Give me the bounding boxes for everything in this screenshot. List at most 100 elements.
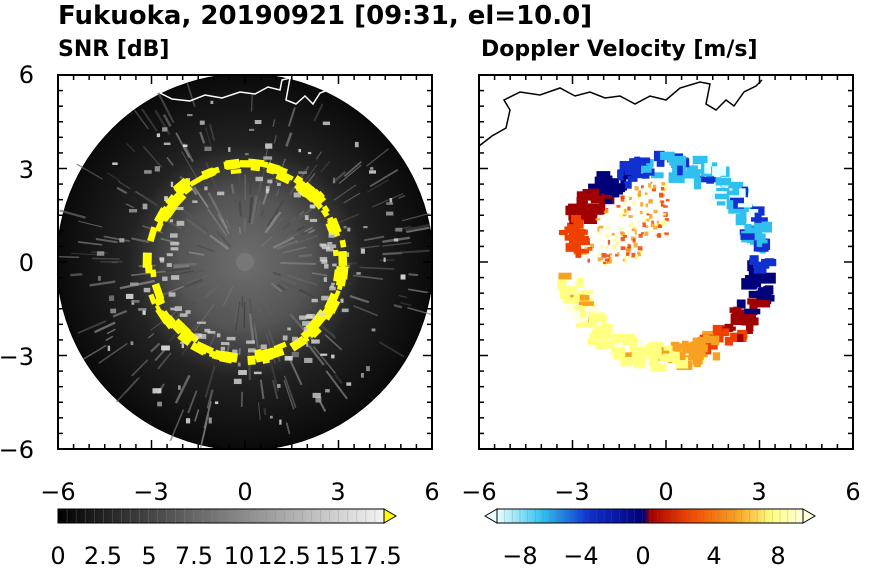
velocity-speckle [645, 218, 650, 222]
snr-panel: 6 3 0 −3 −6 −6 −3 0 3 6 [0, 61, 440, 506]
snr-speckle-ray [263, 210, 270, 221]
snr-outer-echo [208, 417, 212, 424]
snr-outer-echo [254, 120, 262, 125]
velocity-cell [713, 326, 728, 337]
snr-speckle-ray [276, 283, 287, 292]
velocity-speckle [597, 257, 601, 262]
snr-speckle-ray [238, 201, 243, 217]
snr-ring-cell [147, 226, 158, 243]
velocity-speckle [628, 197, 632, 201]
snr-speckle-ray [325, 370, 348, 400]
velocity-cell [659, 354, 676, 362]
snr-ring-cell [282, 172, 294, 181]
snr-speckle-ray [204, 285, 219, 299]
snr-ring-cell [332, 249, 339, 257]
velocity-speckle [640, 250, 643, 254]
snr-speckle-ray [131, 359, 149, 377]
velocity-cell [651, 341, 663, 350]
snr-speckle-ray [186, 82, 196, 107]
velocity-cell [702, 334, 710, 346]
snr-speckle-ray [141, 194, 160, 207]
snr-speckle-ray [201, 225, 221, 243]
snr-ring-cell [339, 239, 347, 248]
velocity-speckle [653, 209, 658, 214]
velocity-speckle [637, 246, 643, 251]
snr-outer-echo [138, 307, 147, 311]
velocity-cell [684, 178, 698, 185]
snr-speckle-ray [272, 379, 279, 400]
velocity-speckle [627, 206, 631, 211]
snr-speckle-ray [225, 219, 232, 230]
snr-halo-cell [292, 336, 298, 342]
velocity-cell [730, 197, 745, 209]
velocity-cell [733, 306, 739, 315]
velocity-cell [632, 355, 646, 368]
velocity-speckle [661, 182, 666, 186]
snr-halo-cell [216, 333, 221, 338]
snr-halo-cell [176, 220, 185, 226]
velocity-cell [618, 343, 625, 352]
velocity-cell [688, 349, 706, 357]
velocity-cell [654, 354, 660, 359]
snr-outer-echo [162, 127, 168, 132]
snr-speckle-ray [334, 374, 343, 385]
snr-speckle-ray [125, 376, 141, 393]
velocity-colorbar-extend-max [802, 508, 816, 524]
snr-speckle-ray [205, 127, 212, 146]
velocity-cell [660, 151, 669, 160]
velocity-speckle [637, 195, 640, 200]
snr-speckle-ray [103, 235, 130, 243]
snr-halo-cell [166, 253, 173, 257]
velocity-cell [612, 190, 620, 198]
snr-speckle-ray [285, 422, 291, 435]
snr-outer-echo [97, 275, 101, 281]
velocity-cell [581, 208, 598, 218]
velocity-cell [726, 200, 734, 210]
snr-ring-cell [172, 177, 190, 194]
velocity-speckle [664, 218, 669, 221]
velocity-cell [682, 340, 689, 352]
snr-speckle-ray [181, 337, 195, 356]
figure-title: Fukuoka, 20190921 [09:31, el=10.0] [58, 1, 592, 31]
snr-speckle-ray [307, 344, 325, 366]
snr-speckle-ray [235, 303, 240, 323]
snr-speckle-ray [268, 358, 280, 392]
snr-speckle-ray [352, 274, 384, 280]
snr-speckle-ray [193, 303, 216, 332]
snr-speckle-ray [285, 232, 299, 241]
velocity-speckle [645, 210, 648, 214]
velocity-speckle [595, 218, 601, 221]
velocity-speckle [627, 244, 631, 250]
snr-outer-echo [315, 396, 322, 403]
snr-colorbar-tick-labels: 0 2.5 5 7.5 10 12.5 15 17.5 [50, 542, 401, 570]
velocity-cell [756, 290, 766, 297]
left-panel-title: SNR [dB] [58, 37, 169, 62]
snr-ring-cell [289, 335, 307, 352]
snr-halo-cell [321, 295, 329, 301]
snr-speckle-ray [286, 274, 318, 286]
snr-ring-cell [224, 161, 243, 168]
snr-speckle-ray [379, 341, 405, 358]
snr-outer-echo [187, 114, 193, 117]
velocity-speckle [611, 232, 615, 236]
velocity-speckle [622, 214, 627, 217]
velocity-speckle [618, 227, 624, 230]
velocity-speckle [660, 187, 665, 190]
velocity-speckle [598, 253, 602, 256]
coastline-right [479, 79, 763, 147]
snr-halo-cell [327, 244, 337, 249]
velocity-cell [588, 188, 600, 199]
snr-halo-cell [179, 313, 188, 317]
velocity-cell [620, 352, 632, 357]
snr-outer-echo [347, 227, 351, 232]
snr-speckle-ray [238, 226, 242, 234]
velocity-speckle [616, 204, 621, 208]
velocity-speckle [657, 233, 662, 238]
velocity-speckle [606, 226, 611, 229]
velocity-speckle [631, 252, 636, 258]
snr-outer-echo [346, 382, 352, 386]
velocity-speckle [608, 259, 612, 264]
snr-speckle-ray [71, 252, 100, 256]
snr-halo-cell [293, 192, 301, 198]
snr-outer-echo [110, 308, 117, 314]
